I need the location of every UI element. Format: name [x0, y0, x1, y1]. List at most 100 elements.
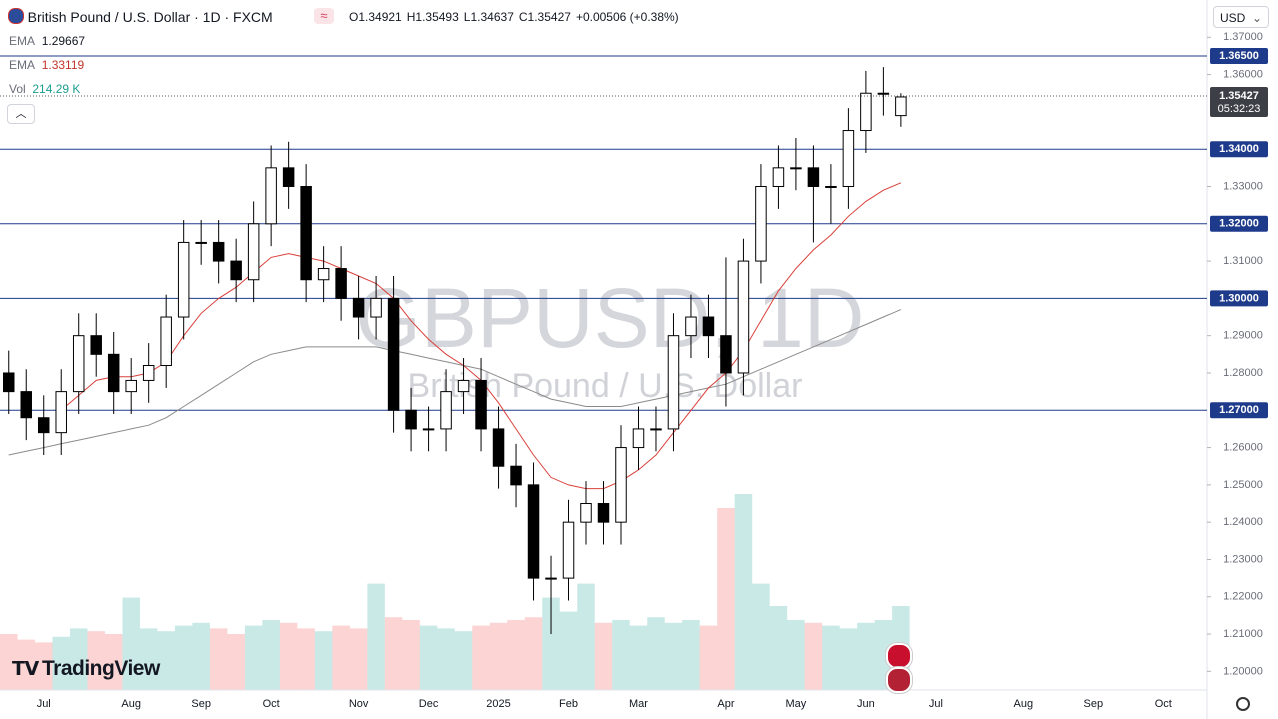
volume-bar — [682, 620, 700, 690]
y-tick-label: 1.26000 — [1223, 441, 1263, 453]
volume-bar — [262, 620, 280, 690]
candle-body — [160, 316, 172, 367]
volume-bar — [122, 597, 140, 690]
x-tick-label: Feb — [559, 698, 578, 710]
currency-button[interactable]: USD ⌄ — [1213, 6, 1269, 28]
volume-bar — [17, 639, 35, 690]
candle-body — [142, 365, 155, 381]
settings-button[interactable] — [1236, 697, 1250, 711]
x-tick-label: Nov — [349, 698, 369, 710]
volume-bar — [367, 583, 385, 690]
candle-body — [2, 372, 15, 393]
volume-bar — [857, 622, 875, 690]
ohlc-key: L — [463, 10, 471, 24]
volume-bar — [804, 622, 823, 690]
candle-body — [615, 447, 627, 523]
x-tick-label: Aug — [1014, 698, 1034, 710]
x-tick-label: Oct — [1155, 698, 1172, 710]
candle-body — [317, 268, 330, 281]
watermark: GBPUSD, 1D — [356, 271, 865, 365]
last-price-tag — [1210, 86, 1268, 117]
level-tag — [1210, 47, 1268, 64]
volume-bar — [577, 583, 595, 690]
candle-body — [107, 353, 120, 393]
y-tick-label: 1.28000 — [1223, 367, 1263, 379]
volume-bar — [507, 620, 525, 690]
x-tick-label: Oct — [263, 698, 280, 710]
volume-bar — [0, 634, 18, 690]
indicator-legend: EMA 1.33119 — [9, 58, 84, 72]
candle-body — [55, 391, 67, 434]
volume-bar — [752, 583, 770, 690]
volume-bar — [87, 631, 105, 690]
candle-body — [475, 379, 487, 430]
level-tag — [1210, 290, 1268, 307]
volume-bar — [769, 606, 788, 690]
ohlc-value: 1.35427 — [527, 10, 571, 24]
brand-logo[interactable]: 𝗧𝗩 TradingView — [12, 657, 160, 681]
candle-body — [842, 130, 855, 187]
volume-bar — [542, 597, 560, 690]
volume-bar — [192, 622, 210, 690]
level-label: 1.36500 — [1219, 50, 1259, 62]
volume-bar — [384, 617, 403, 690]
volume-bar — [437, 628, 455, 690]
compare-button[interactable]: ≈ — [314, 8, 334, 24]
indicator-value: 1.33119 — [41, 58, 85, 72]
x-tick-label: Mar — [629, 698, 648, 710]
candle-body — [195, 241, 207, 244]
volume-bar — [489, 622, 508, 690]
volume-bar — [279, 622, 298, 690]
candle-body — [422, 428, 435, 431]
volume-bar — [419, 625, 438, 690]
volume-bar — [314, 631, 333, 690]
candle-body — [667, 335, 680, 430]
x-tick-label: Jun — [857, 698, 875, 710]
level-tag — [1210, 402, 1268, 419]
brand-icon: 𝗧𝗩 — [12, 659, 39, 680]
indicator-value: 214.29 K — [32, 82, 81, 96]
volume-bar — [69, 628, 88, 690]
candle-body — [387, 297, 400, 411]
level-tag — [1210, 141, 1268, 158]
volume-bar — [612, 620, 630, 690]
ohlc-value: 1.34637 — [470, 10, 514, 24]
ohlc-value: 1.34921 — [358, 10, 402, 24]
event-flag-uk[interactable] — [886, 643, 912, 669]
ohlc-change: +0.00506 (+0.38%) — [575, 10, 679, 24]
volume-bar — [332, 625, 350, 690]
candle-body — [545, 577, 557, 580]
candle-body — [37, 417, 50, 434]
x-tick-label: Jul — [929, 698, 943, 710]
event-flag-us[interactable] — [886, 667, 912, 693]
x-tick-label: 2025 — [486, 698, 510, 710]
level-label: 1.30000 — [1219, 292, 1259, 304]
candle-body — [580, 503, 592, 523]
ohlc-value: 1.35493 — [415, 10, 459, 24]
ohlc-key: H — [406, 10, 416, 24]
y-tick-label: 1.31000 — [1223, 255, 1263, 267]
candle-body — [247, 223, 260, 281]
volume-bar — [647, 617, 665, 690]
y-tick-label: 1.36000 — [1223, 69, 1263, 81]
candle-body — [737, 260, 750, 374]
candle-body — [720, 335, 732, 374]
candle-body — [265, 167, 277, 225]
y-tick-label: 1.20000 — [1223, 665, 1263, 677]
candle-body — [632, 428, 645, 449]
volume-bar — [822, 625, 840, 690]
ohlc-key: O — [349, 10, 359, 24]
symbol-title[interactable]: British Pound / U.S. Dollar · 1D · FXCM — [27, 9, 273, 25]
volume-bar — [157, 631, 175, 690]
indicator-name: EMA — [9, 58, 36, 72]
candle-body — [510, 465, 522, 486]
indicator-name: EMA — [9, 34, 36, 48]
candle-body — [440, 391, 452, 430]
x-tick-label: Aug — [121, 698, 141, 710]
volume-bar — [699, 625, 718, 690]
level-label: 1.34000 — [1219, 143, 1259, 155]
volume-bar — [209, 628, 228, 690]
volume-bar — [244, 625, 263, 690]
collapse-button[interactable]: ︿ — [7, 104, 35, 124]
